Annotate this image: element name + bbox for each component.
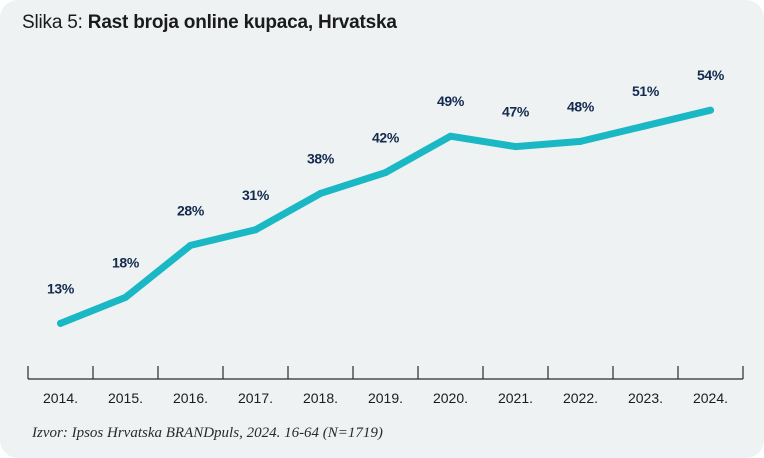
figure-number: Slika 5: xyxy=(22,12,88,33)
x-tick-label: 2017. xyxy=(238,390,273,406)
data-label: 47% xyxy=(502,104,530,120)
data-label: 54% xyxy=(697,67,725,83)
data-point xyxy=(122,293,129,301)
x-tick-label: 2018. xyxy=(303,390,338,406)
chart-title: Slika 5: Rast broja online kupaca, Hrvat… xyxy=(22,12,397,34)
title-text: Rast broja online kupaca, Hrvatska xyxy=(87,12,397,33)
source-note: Izvor: Ipsos Hrvatska BRANDpuls, 2024. 1… xyxy=(32,425,383,441)
data-point xyxy=(57,319,64,327)
x-tick-label: 2016. xyxy=(173,390,208,406)
data-label: 31% xyxy=(242,187,270,203)
x-tick-label: 2020. xyxy=(433,390,468,406)
data-label: 13% xyxy=(47,280,75,296)
data-point xyxy=(642,122,649,130)
x-tick-label: 2015. xyxy=(108,390,143,406)
x-tick-label: 2021. xyxy=(498,390,533,406)
data-point xyxy=(317,189,324,197)
x-tick-label: 2019. xyxy=(368,390,403,406)
x-tick-label: 2024. xyxy=(693,390,728,406)
data-label: 51% xyxy=(632,83,660,99)
data-label: 38% xyxy=(307,150,335,166)
data-point xyxy=(707,106,714,114)
x-tick-label: 2014. xyxy=(43,390,78,406)
data-label: 48% xyxy=(567,98,595,114)
data-label: 42% xyxy=(372,130,400,146)
data-label: 49% xyxy=(437,93,465,109)
x-tick-label: 2023. xyxy=(628,390,663,406)
data-point xyxy=(512,143,519,151)
data-point xyxy=(187,241,194,249)
data-label: 18% xyxy=(112,254,140,270)
x-tick-label: 2022. xyxy=(563,390,598,406)
data-point xyxy=(252,226,259,234)
data-point xyxy=(382,169,389,177)
data-label: 28% xyxy=(177,202,205,218)
data-point xyxy=(577,137,584,145)
data-point xyxy=(447,132,454,140)
